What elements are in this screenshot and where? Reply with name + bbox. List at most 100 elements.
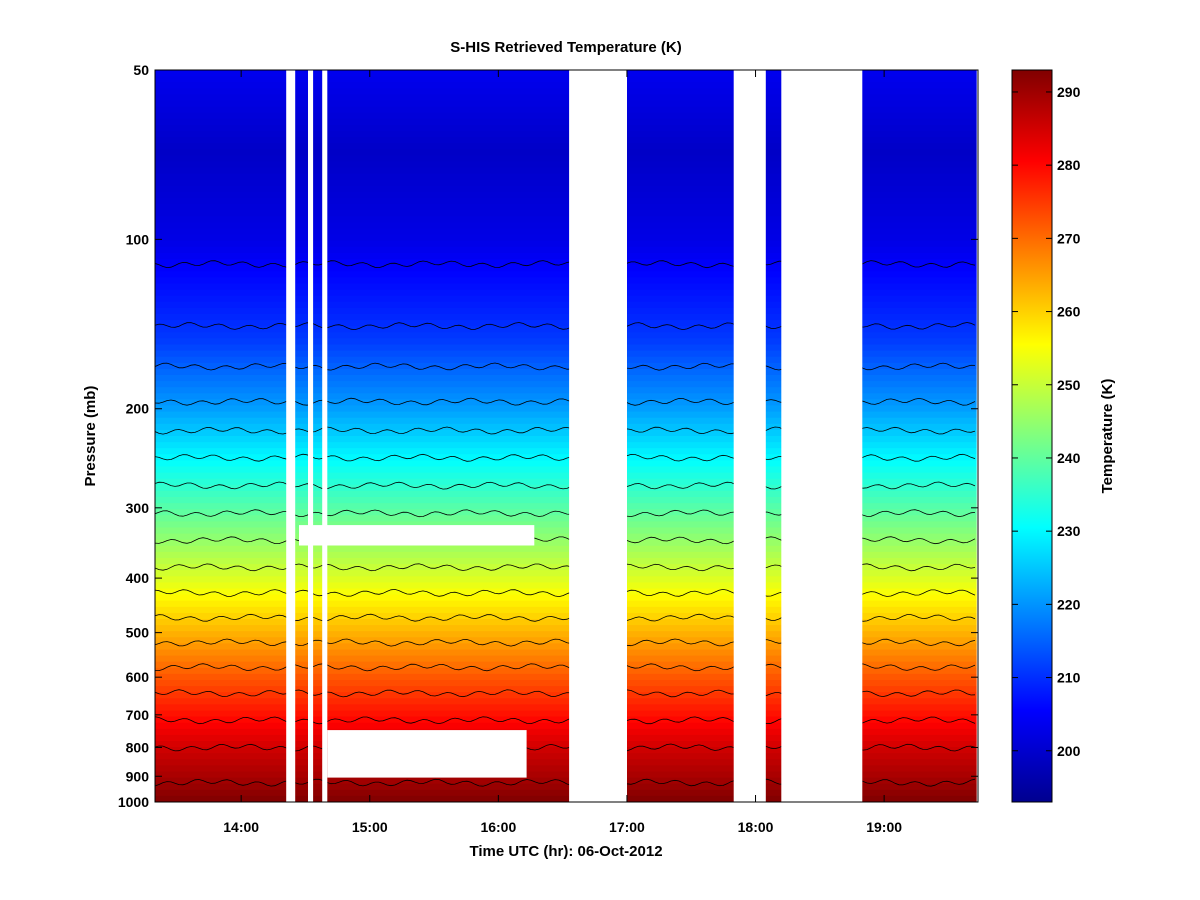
heatmap-band bbox=[155, 283, 978, 291]
heatmap-band bbox=[155, 545, 978, 553]
heatmap-band bbox=[155, 344, 978, 352]
heatmap-band bbox=[155, 478, 978, 486]
y-tick-label: 1000 bbox=[118, 794, 149, 810]
y-ticks: 50 100 200 300 400 500 600 700 800 900 1000 bbox=[118, 62, 978, 810]
colorbar-tick-label: 210 bbox=[1057, 670, 1081, 686]
y-tick-label: 200 bbox=[126, 401, 150, 417]
heatmap-band bbox=[155, 533, 978, 541]
colorbar-ticks: 200 210 220 230 240 250 260 270 280 290 bbox=[1012, 84, 1081, 759]
heatmap-band bbox=[155, 539, 978, 547]
heatmap-band bbox=[155, 509, 978, 516]
heatmap-band bbox=[155, 356, 978, 364]
heatmap-band bbox=[155, 179, 978, 187]
data-gap bbox=[327, 730, 527, 778]
heatmap-band bbox=[155, 661, 978, 669]
heatmap-band bbox=[155, 704, 978, 712]
colorbar-tick-label: 290 bbox=[1057, 84, 1081, 100]
heatmap-band bbox=[155, 240, 978, 248]
data-gap bbox=[308, 70, 314, 802]
heatmap-band bbox=[155, 246, 978, 254]
y-tick-label: 500 bbox=[126, 625, 150, 641]
heatmap-band bbox=[155, 625, 978, 632]
heatmap-band bbox=[155, 728, 978, 736]
x-tick-label: 14:00 bbox=[223, 819, 259, 835]
heatmap-band bbox=[155, 429, 978, 437]
heatmap-band bbox=[155, 619, 978, 626]
heatmap-band bbox=[155, 381, 978, 388]
heatmap-band bbox=[155, 314, 978, 321]
heatmap-band bbox=[155, 789, 978, 797]
heatmap-band bbox=[155, 454, 978, 461]
heatmap-band bbox=[155, 466, 978, 474]
heatmap-band bbox=[155, 448, 978, 455]
heatmap-band bbox=[155, 564, 978, 571]
heatmap-band bbox=[155, 393, 978, 400]
heatmap-band bbox=[155, 143, 978, 150]
heatmap-band bbox=[155, 637, 978, 644]
heatmap-band bbox=[155, 88, 978, 95]
data-gap bbox=[569, 70, 627, 802]
data-gap bbox=[286, 70, 296, 802]
y-axis-label: Pressure (mb) bbox=[82, 386, 99, 487]
heatmap-band bbox=[155, 70, 978, 77]
heatmap-band bbox=[155, 436, 978, 443]
heatmap-band bbox=[155, 112, 978, 120]
heatmap-band bbox=[155, 673, 978, 681]
data-gap bbox=[322, 70, 328, 802]
heatmap-band bbox=[155, 649, 978, 657]
y-tick-label: 400 bbox=[126, 570, 150, 586]
heatmap-band bbox=[155, 277, 978, 285]
heatmap-band bbox=[155, 576, 978, 583]
y-tick-label: 800 bbox=[126, 739, 150, 755]
colorbar-tick-label: 250 bbox=[1057, 377, 1081, 393]
heatmap-band bbox=[155, 320, 978, 327]
colorbar-label: Temperature (K) bbox=[1099, 379, 1116, 494]
heatmap-band bbox=[155, 521, 978, 529]
heatmap-band bbox=[155, 387, 978, 394]
heatmap-band bbox=[155, 551, 978, 559]
heatmap-band bbox=[155, 295, 978, 303]
heatmap-band bbox=[155, 131, 978, 138]
heatmap-band bbox=[155, 167, 978, 175]
x-ticks: 14:00 15:00 16:00 17:00 18:00 19:00 bbox=[223, 70, 902, 835]
heatmap-band bbox=[155, 734, 978, 742]
y-tick-label: 900 bbox=[126, 768, 150, 784]
heatmap-band bbox=[155, 606, 978, 614]
heatmap-band bbox=[155, 173, 978, 181]
y-tick-label: 50 bbox=[133, 62, 149, 78]
heatmap-band bbox=[155, 710, 978, 718]
heatmap-band bbox=[155, 271, 978, 278]
heatmap-band bbox=[155, 405, 978, 413]
heatmap-band bbox=[155, 362, 978, 370]
heatmap-band bbox=[155, 759, 978, 766]
heatmap-band bbox=[155, 765, 978, 773]
chart-title: S-HIS Retrieved Temperature (K) bbox=[450, 39, 681, 56]
y-tick-label: 300 bbox=[126, 500, 150, 516]
heatmap-band bbox=[155, 289, 978, 297]
heatmap-band bbox=[155, 442, 978, 449]
colorbar-tick-label: 270 bbox=[1057, 230, 1081, 246]
heatmap-band bbox=[155, 777, 978, 785]
heatmap-band bbox=[155, 94, 978, 102]
heatmap-band bbox=[155, 667, 978, 675]
colorbar-gradient bbox=[1011, 69, 1053, 803]
heatmap-band bbox=[155, 265, 978, 272]
heatmap-band bbox=[155, 795, 978, 802]
x-tick-label: 19:00 bbox=[866, 819, 902, 835]
heatmap-band bbox=[155, 399, 978, 407]
heatmap-band bbox=[155, 472, 978, 480]
y-tick-label: 700 bbox=[126, 707, 150, 723]
y-tick-label: 600 bbox=[126, 669, 150, 685]
heatmap-band bbox=[155, 631, 978, 638]
heatmap-band bbox=[155, 503, 978, 510]
plot-area: 14:00 15:00 16:00 17:00 18:00 19:00 50 100 200 3… bbox=[118, 62, 979, 835]
heatmap-band bbox=[155, 149, 978, 156]
heatmap-band bbox=[155, 411, 978, 419]
heatmap-band bbox=[155, 210, 978, 217]
heatmap-band bbox=[155, 137, 978, 144]
x-tick-label: 16:00 bbox=[480, 819, 516, 835]
heatmap-band bbox=[155, 686, 978, 693]
heatmap-band bbox=[155, 253, 978, 260]
heatmap-band bbox=[155, 747, 978, 754]
